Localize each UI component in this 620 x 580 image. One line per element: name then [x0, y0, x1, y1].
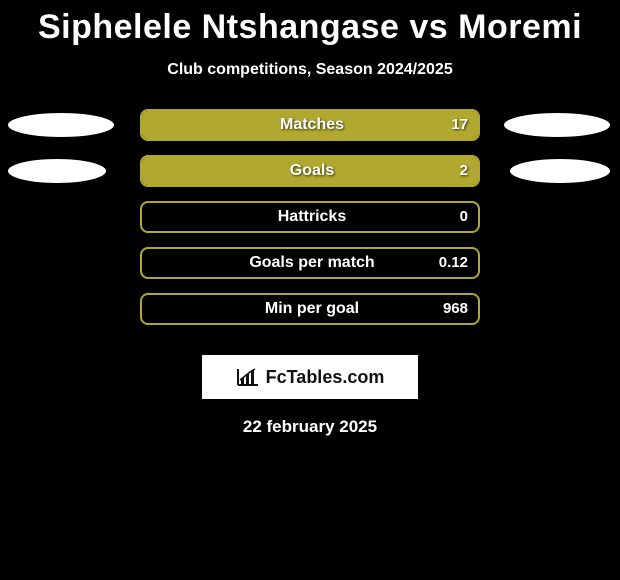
- stat-label: Goals: [142, 157, 480, 185]
- stat-rows: Matches17 Goals2 Hattricks0 Goals per match…: [0, 107, 620, 337]
- logo-text: FcTables.com: [266, 367, 385, 388]
- stat-value: 0: [460, 203, 468, 231]
- left-ellipse: [8, 159, 106, 183]
- stat-row: Goals per match0.12: [0, 245, 620, 291]
- stat-value: 0.12: [439, 249, 468, 277]
- stat-value: 2: [460, 157, 468, 185]
- stat-row: Matches17: [0, 107, 620, 153]
- page-title: Siphelele Ntshangase vs Moremi: [0, 0, 620, 47]
- stat-bar: Goals2: [140, 155, 480, 187]
- right-ellipse: [504, 113, 610, 137]
- stat-value: 17: [451, 111, 468, 139]
- stat-bar: Goals per match0.12: [140, 247, 480, 279]
- bar-chart-icon: [236, 367, 260, 387]
- stat-bar: Hattricks0: [140, 201, 480, 233]
- stat-label: Matches: [142, 111, 480, 139]
- stat-row: Hattricks0: [0, 199, 620, 245]
- infographic-container: Siphelele Ntshangase vs Moremi Club comp…: [0, 0, 620, 580]
- stat-label: Goals per match: [142, 249, 480, 277]
- right-ellipse: [510, 159, 610, 183]
- stat-row: Goals2: [0, 153, 620, 199]
- left-ellipse: [8, 113, 114, 137]
- stat-value: 968: [443, 295, 468, 323]
- stat-label: Min per goal: [142, 295, 480, 323]
- stat-bar: Min per goal968: [140, 293, 480, 325]
- logo-box: FcTables.com: [202, 355, 418, 399]
- subtitle: Club competitions, Season 2024/2025: [0, 61, 620, 79]
- date-text: 22 february 2025: [0, 417, 620, 437]
- stat-bar: Matches17: [140, 109, 480, 141]
- stat-label: Hattricks: [142, 203, 480, 231]
- stat-row: Min per goal968: [0, 291, 620, 337]
